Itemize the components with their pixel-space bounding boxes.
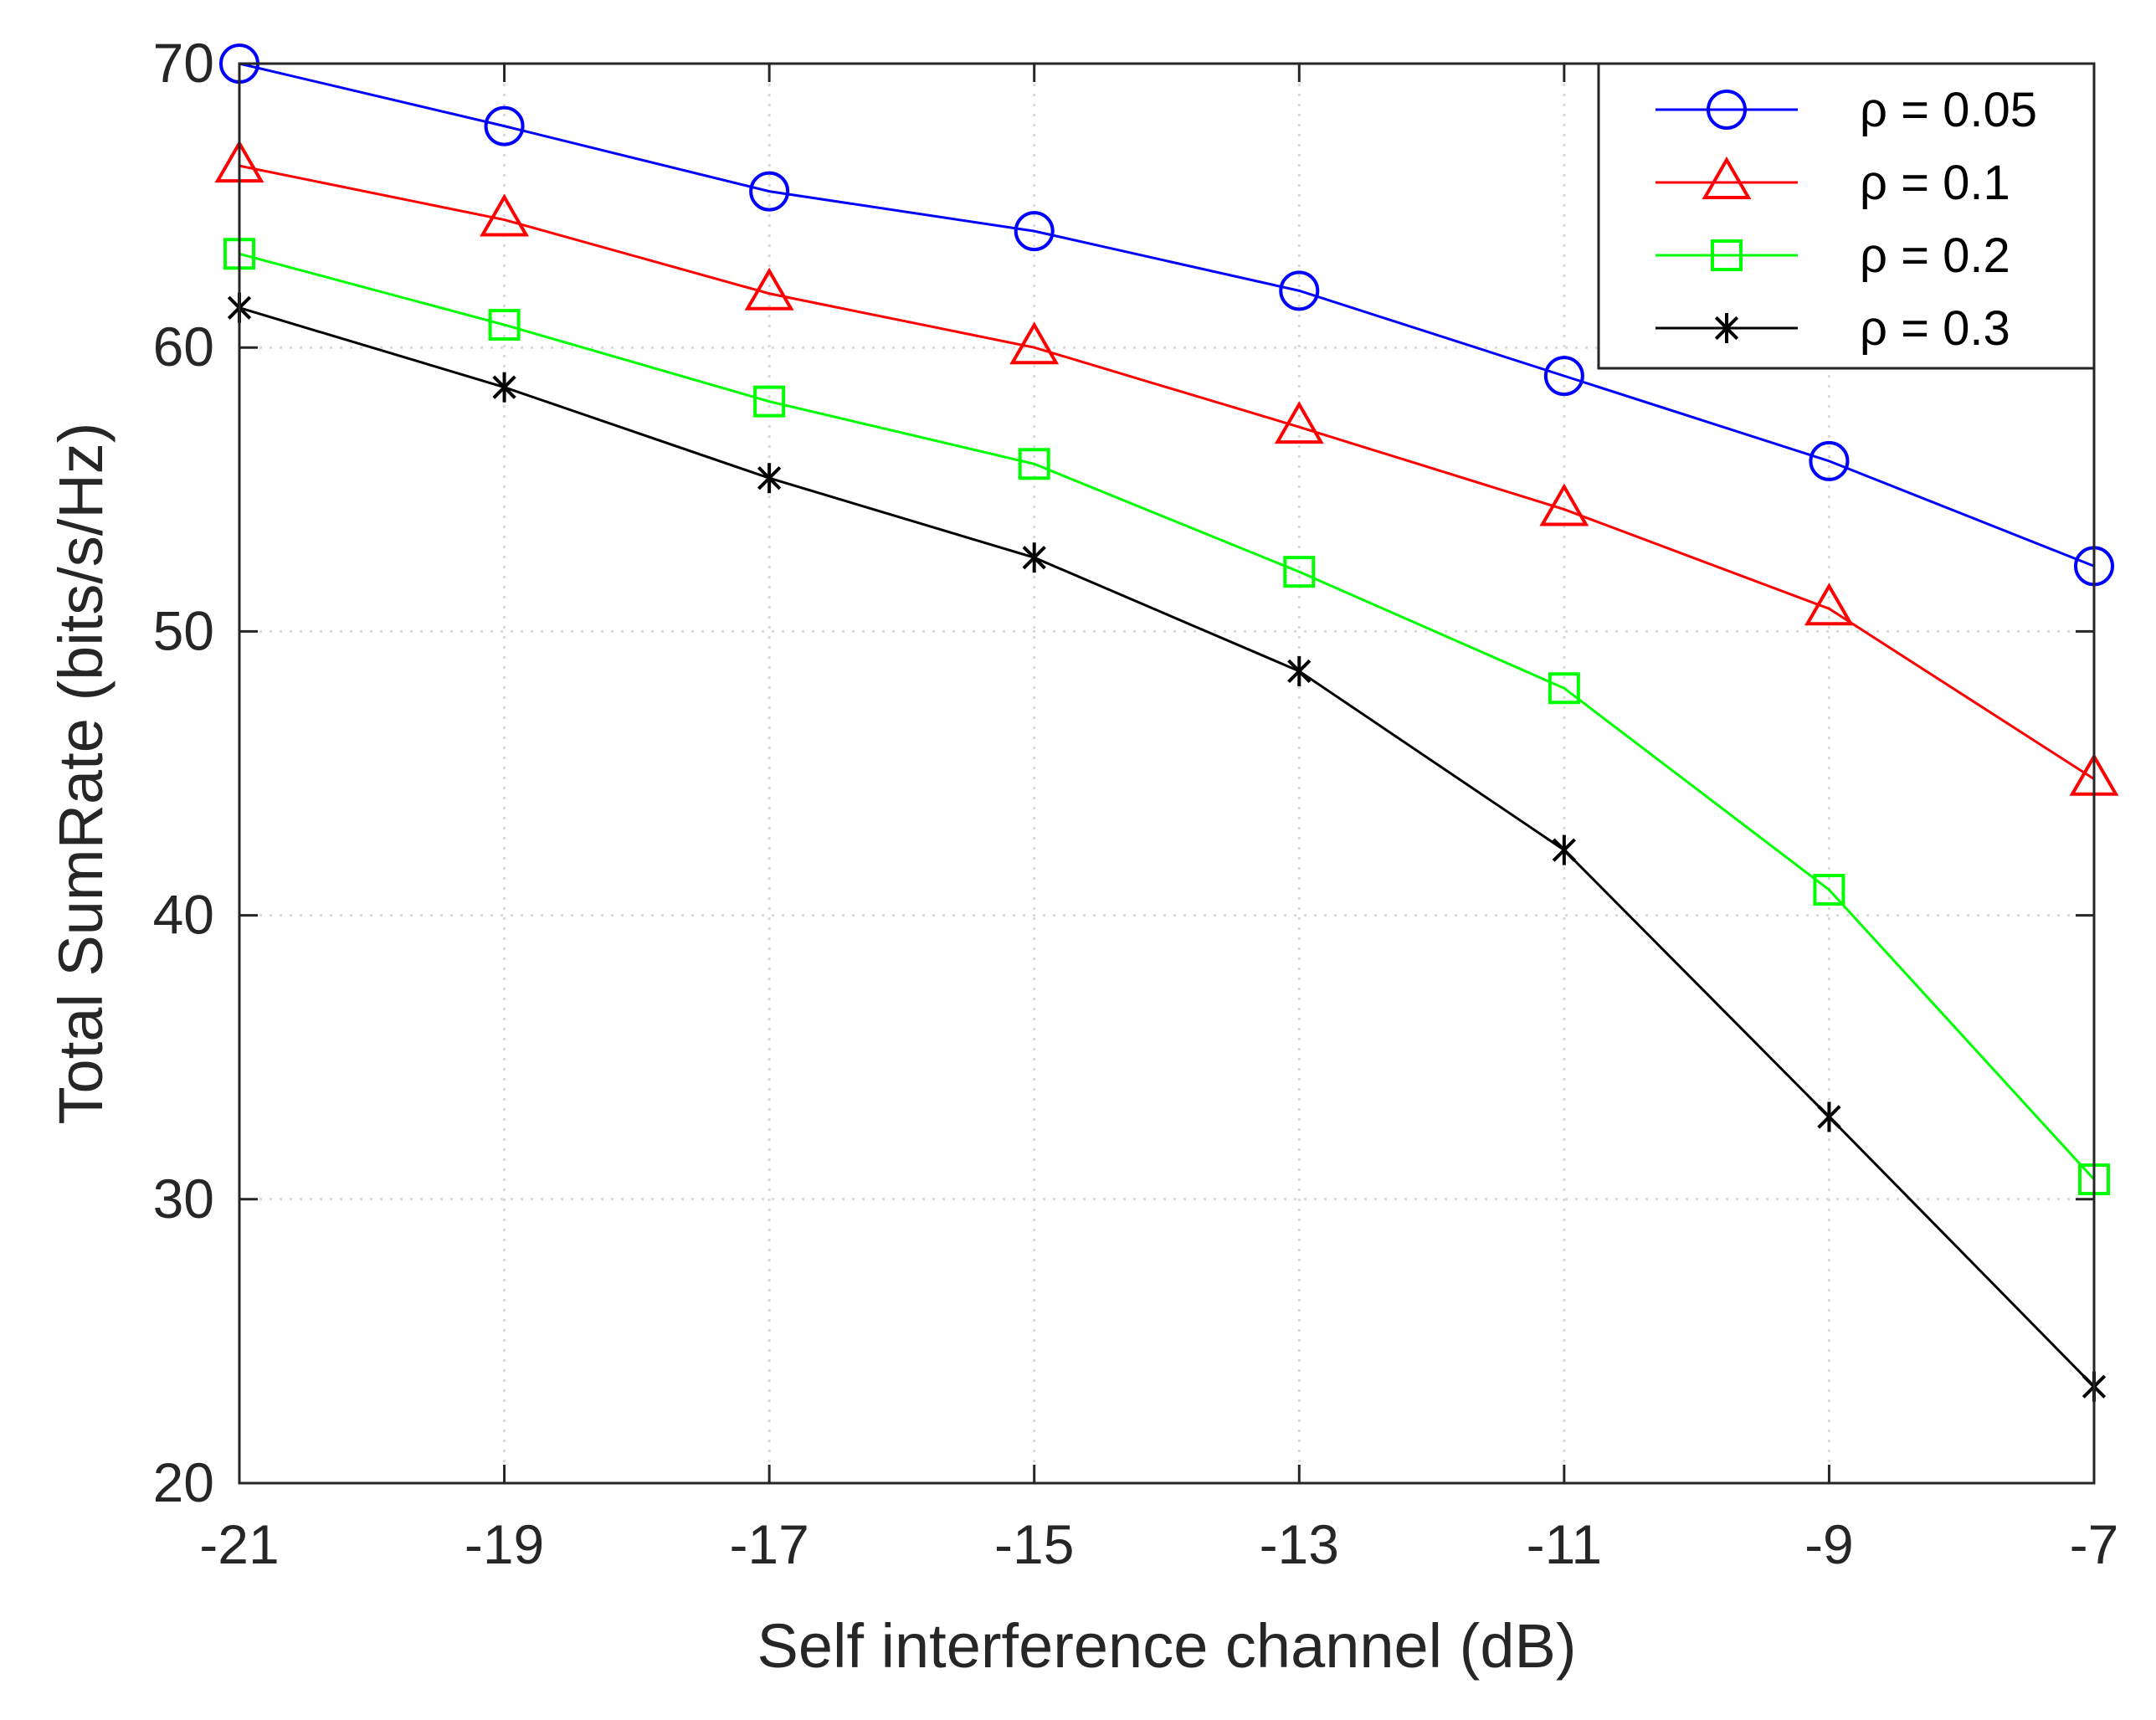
legend-label: ρ = 0.1	[1860, 156, 2010, 210]
data-point-marker	[1283, 556, 1316, 588]
x-tick-label: -21	[199, 1513, 279, 1575]
data-point-marker	[757, 463, 782, 494]
x-tick-labels: -21 -19 -17 -15 -13 -11 -9 -7	[199, 1513, 2118, 1575]
legend: ρ = 0.05 ρ = 0.1 ρ = 0.2 ρ = 0.3	[1597, 62, 2096, 370]
data-point-marker	[1817, 1101, 1841, 1132]
data-point-marker	[1022, 542, 1046, 573]
x-tick-label: -15	[994, 1513, 1074, 1575]
data-point-marker	[484, 105, 525, 146]
legend-marker	[1711, 239, 1743, 271]
data-point-marker	[744, 267, 794, 311]
data-point-marker	[749, 171, 790, 212]
y-axis-label: Total SumRate (bits/s/Hz)	[46, 423, 116, 1125]
legend-marker	[1707, 90, 1747, 130]
y-tick-label: 50	[153, 599, 214, 661]
legend-item: ρ = 0.2	[1656, 228, 2010, 283]
data-point-marker	[1009, 321, 1060, 365]
data-point-marker	[1543, 356, 1584, 397]
x-tick-label: -17	[729, 1513, 808, 1575]
legend-marker	[1714, 313, 1739, 343]
y-tick-label: 60	[153, 316, 214, 377]
x-tick-label: -7	[2070, 1513, 2119, 1575]
legend-label: ρ = 0.3	[1860, 301, 2010, 356]
data-point-marker	[1809, 440, 1850, 481]
y-tick-label: 70	[153, 32, 214, 94]
series-line	[239, 306, 2096, 1388]
series-line	[239, 62, 2095, 567]
y-tick-label: 30	[153, 1168, 214, 1230]
data-point-marker	[1539, 483, 1589, 526]
data-point-marker	[1552, 834, 1576, 865]
x-axis-label: Self interference channel (dB)	[757, 1611, 1577, 1681]
data-point-marker	[1018, 448, 1050, 480]
data-point-marker	[1279, 270, 1320, 311]
data-point-marker	[1274, 401, 1324, 444]
x-tick-label: -19	[465, 1513, 544, 1575]
legend-box	[1597, 62, 2096, 370]
legend-label: ρ = 0.2	[1860, 228, 2010, 283]
legend-label: ρ = 0.05	[1860, 83, 2037, 137]
data-point-marker	[1548, 672, 1580, 705]
data-point-marker	[488, 309, 521, 341]
data-point-marker	[1813, 874, 1845, 906]
series-line	[239, 164, 2095, 781]
data-point-marker	[1804, 583, 1854, 626]
y-tick-label: 20	[153, 1451, 214, 1513]
legend-marker	[1702, 157, 1752, 199]
legend-item: ρ = 0.1	[1656, 156, 2010, 210]
y-tick-label: 40	[153, 884, 214, 946]
data-point-marker	[492, 372, 516, 403]
series-line	[239, 252, 2096, 1181]
x-tick-label: -9	[1804, 1513, 1854, 1575]
y-tick-labels: 20 30 40 50 60 70	[153, 32, 214, 1513]
data-point-marker	[753, 385, 786, 418]
data-point-marker	[1014, 211, 1055, 252]
x-tick-label: -13	[1260, 1513, 1339, 1575]
data-point-marker	[1287, 655, 1312, 686]
series-layer	[214, 44, 2119, 1402]
x-tick-label: -11	[1527, 1513, 1603, 1575]
data-point-marker	[480, 193, 530, 237]
legend-item: ρ = 0.05	[1656, 83, 2037, 137]
axes-frame	[238, 62, 2096, 1485]
legend-item: ρ = 0.3	[1656, 301, 2010, 356]
